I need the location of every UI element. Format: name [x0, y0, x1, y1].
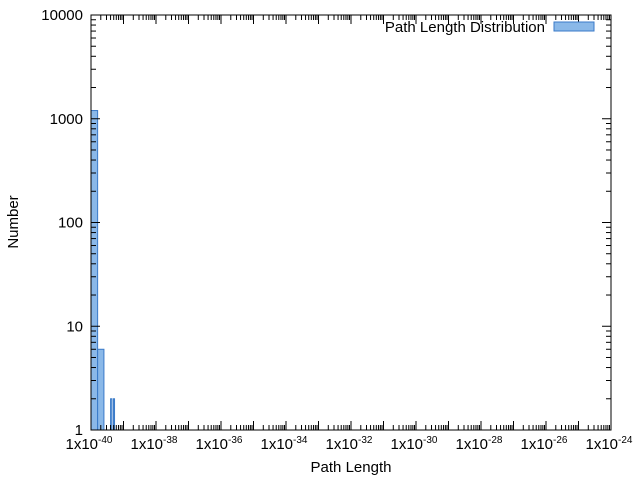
x-tick-label: 1x10-34 — [261, 435, 308, 453]
histogram-bar-1 — [97, 348, 105, 431]
bars-layer — [90, 110, 116, 431]
ticks-layer: 1 10 100 1000 10000 1x10-40 1x10-38 1x10-36 1x10… — [41, 7, 633, 453]
x-tick-label: 1x10-26 — [521, 435, 568, 453]
y-axis-label: Number — [5, 195, 22, 248]
plot-frame — [90, 14, 612, 431]
x-tick-label: 1x10-30 — [391, 435, 438, 453]
histogram-bar-0 — [90, 110, 99, 431]
x-axis-label: Path Length — [311, 459, 392, 476]
x-tick-exponent: -40 — [98, 435, 113, 446]
x-tick-label: 1x10-32 — [326, 435, 373, 453]
x-tick-exponent: -32 — [358, 435, 373, 446]
y-tick-label: 100 — [58, 215, 83, 232]
x-tick-exponent: -38 — [163, 435, 178, 446]
y-tick-label: 10000 — [41, 7, 83, 24]
x-tick-exponent: -28 — [488, 435, 503, 446]
x-tick-label: 1x10-38 — [131, 435, 178, 453]
x-tick-exponent: -36 — [228, 435, 243, 446]
y-tick-label: 1 — [75, 422, 83, 439]
x-tick-label: 1x10-28 — [456, 435, 503, 453]
y-tick-label: 1000 — [50, 111, 83, 128]
legend-label: Path Length Distribution — [385, 19, 545, 36]
x-tick-exponent: -34 — [293, 435, 308, 446]
x-tick-label: 1x10-24 — [586, 435, 633, 453]
x-tick-exponent: -24 — [618, 435, 633, 446]
x-tick-exponent: -30 — [423, 435, 438, 446]
legend-swatch — [553, 21, 595, 32]
x-tick-label: 1x10-36 — [196, 435, 243, 453]
x-tick-exponent: -26 — [553, 435, 568, 446]
x-tick-label: 1x10-40 — [66, 435, 113, 453]
legend: Path Length Distribution — [385, 19, 595, 36]
y-tick-label: 10 — [66, 318, 83, 335]
